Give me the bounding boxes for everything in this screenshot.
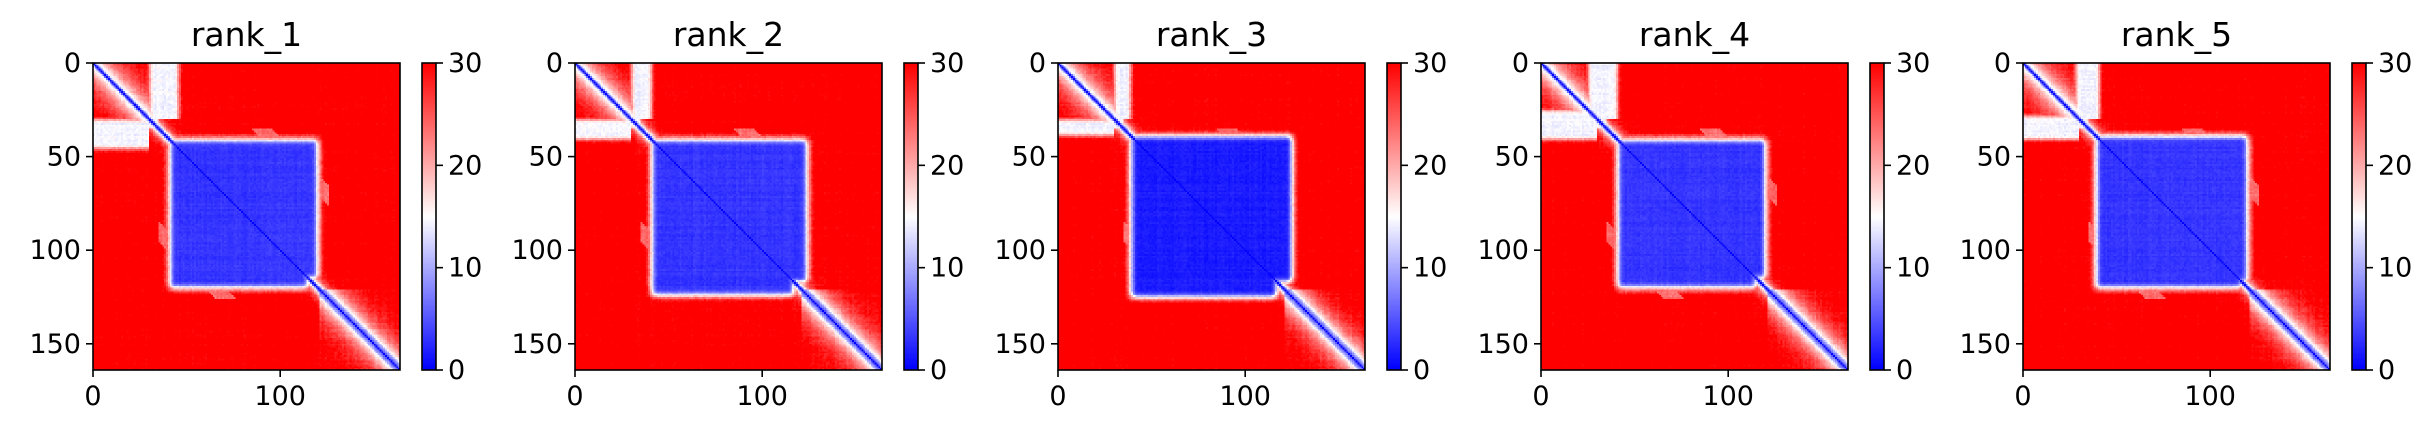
y-tick-label: 150 (1959, 329, 2011, 360)
plot-frame (574, 62, 883, 371)
plot-frame (2022, 62, 2331, 371)
colorbar (1870, 63, 1884, 370)
colorbar-tick-label: 10 (930, 253, 964, 284)
y-tick-label: 100 (994, 235, 1046, 266)
y-tick-label: 50 (47, 142, 81, 173)
y-tick-label: 0 (1994, 48, 2011, 79)
colorbar-tick-label: 30 (448, 48, 482, 79)
colorbar-frame (1869, 62, 1885, 371)
y-tick-label: 50 (1012, 142, 1046, 173)
y-tick-label: 0 (64, 48, 81, 79)
plot-frame (1540, 62, 1849, 371)
colorbar-tick-label: 30 (930, 48, 964, 79)
x-tick-label: 100 (736, 381, 788, 412)
colorbar-tick-label: 20 (2378, 150, 2412, 181)
colorbar (904, 63, 918, 370)
panel-title: rank_2 (673, 15, 784, 54)
y-tick-label: 0 (546, 48, 563, 79)
y-tick-label: 100 (1477, 235, 1529, 266)
colorbar-frame (2351, 62, 2367, 371)
y-tick-label: 50 (1977, 142, 2011, 173)
y-tick-label: 100 (1959, 235, 2011, 266)
distance-heatmap (2023, 63, 2330, 370)
distance-heatmap (1541, 63, 1848, 370)
distance-heatmap (1058, 63, 1365, 370)
distance-heatmap (575, 63, 882, 370)
colorbar-tick-label: 10 (2378, 253, 2412, 284)
x-tick-label: 100 (1219, 381, 1271, 412)
panel-title: rank_1 (191, 15, 302, 54)
colorbar-tick-label: 0 (1896, 355, 1913, 386)
colorbar-tick-label: 30 (1896, 48, 1930, 79)
y-tick-label: 100 (511, 235, 563, 266)
x-tick-label: 0 (1049, 381, 1066, 412)
colorbar-tick-label: 0 (930, 355, 947, 386)
colorbar-frame (1386, 62, 1402, 371)
distance-heatmap (93, 63, 400, 370)
x-tick-label: 0 (1532, 381, 1549, 412)
colorbar-frame (421, 62, 437, 371)
panel-title: rank_3 (1156, 15, 1267, 54)
y-tick-label: 150 (1477, 329, 1529, 360)
colorbar-tick-label: 20 (448, 150, 482, 181)
colorbar-tick-label: 10 (448, 253, 482, 284)
panel-title: rank_5 (2121, 15, 2232, 54)
y-tick-label: 50 (1495, 142, 1529, 173)
y-tick-label: 50 (529, 142, 563, 173)
colorbar-tick-label: 0 (448, 355, 465, 386)
y-tick-label: 150 (29, 329, 81, 360)
x-tick-label: 100 (2184, 381, 2236, 412)
x-tick-label: 0 (566, 381, 583, 412)
y-tick-label: 150 (994, 329, 1046, 360)
y-tick-label: 100 (29, 235, 81, 266)
colorbar (2352, 63, 2366, 370)
x-tick-label: 100 (254, 381, 306, 412)
colorbar-tick-label: 30 (2378, 48, 2412, 79)
colorbar-tick-label: 10 (1896, 253, 1930, 284)
colorbar (1387, 63, 1401, 370)
colorbar-tick-label: 10 (1413, 253, 1447, 284)
colorbar-tick-label: 20 (1896, 150, 1930, 181)
colorbar-tick-label: 20 (1413, 150, 1447, 181)
colorbar-tick-label: 30 (1413, 48, 1447, 79)
colorbar-tick-label: 0 (1413, 355, 1430, 386)
colorbar-frame (903, 62, 919, 371)
colorbar-tick-label: 0 (2378, 355, 2395, 386)
colorbar-tick-label: 20 (930, 150, 964, 181)
colorbar (422, 63, 436, 370)
x-tick-label: 100 (1702, 381, 1754, 412)
panel-title: rank_4 (1639, 15, 1750, 54)
y-tick-label: 0 (1512, 48, 1529, 79)
plot-frame (92, 62, 401, 371)
y-tick-label: 0 (1029, 48, 1046, 79)
y-tick-label: 150 (511, 329, 563, 360)
plot-frame (1057, 62, 1366, 371)
x-tick-label: 0 (2014, 381, 2031, 412)
x-tick-label: 0 (84, 381, 101, 412)
